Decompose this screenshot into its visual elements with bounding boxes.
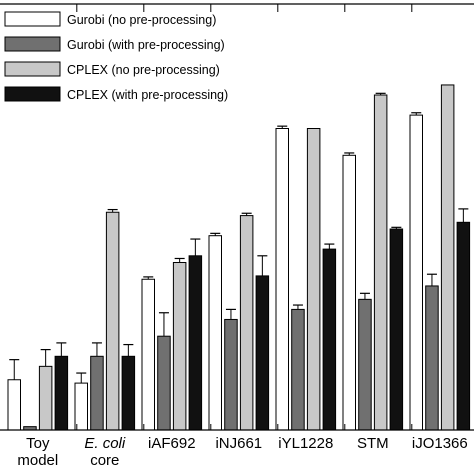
legend-label-2: CPLEX (no pre-processing)	[67, 63, 220, 77]
axis-layer	[0, 3, 474, 431]
category-label-6-line-0: iJO1366	[412, 435, 468, 452]
bar-s0-c0	[7, 379, 21, 431]
bar-s2-c2	[172, 262, 187, 431]
bar-s1-c2	[157, 335, 171, 431]
bar-s0-c4	[275, 128, 289, 431]
bar-s0-c3	[208, 235, 222, 431]
legend: Gurobi (no pre-processing) Gurobi (with p…	[4, 11, 228, 102]
legend-label-3: CPLEX (with pre-processing)	[67, 88, 228, 102]
bar-s2-c3	[239, 215, 254, 431]
category-label-0-line-0: Toy	[26, 435, 50, 452]
bar-s3-c1	[121, 355, 136, 431]
bar-s3-c3	[255, 275, 270, 431]
bar-s1-c4	[291, 308, 305, 431]
bar-s1-c6	[425, 285, 439, 431]
category-label-3-line-0: iNJ661	[215, 435, 262, 452]
bar-s2-c1	[105, 211, 120, 431]
bar-s1-c5	[358, 298, 372, 431]
legend-label-0: Gurobi (no pre-processing)	[67, 13, 216, 27]
bar-s3-c2	[188, 255, 203, 431]
category-label-5-line-0: STM	[357, 435, 389, 452]
bar-s2-c0	[38, 365, 53, 431]
legend-swatch-2	[4, 61, 61, 77]
bar-s0-c1	[74, 382, 88, 431]
bar-s1-c3	[224, 318, 238, 431]
bar-s3-c6	[456, 221, 471, 431]
bar-s1-c1	[90, 355, 104, 431]
bar-s0-c6	[409, 114, 423, 431]
legend-swatch-1	[4, 36, 61, 52]
bar-s2-c4	[306, 128, 321, 431]
bar-s2-c6	[440, 84, 455, 431]
category-label-4-line-0: iYL1228	[278, 435, 333, 452]
legend-label-1: Gurobi (with pre-processing)	[67, 38, 225, 52]
bar-s0-c2	[141, 278, 155, 431]
bar-s0-c5	[342, 154, 356, 431]
bar-s3-c4	[322, 248, 337, 431]
bar-s2-c5	[373, 94, 388, 431]
category-label-0-line-1: model	[17, 452, 58, 469]
legend-swatch-0	[4, 11, 61, 27]
bar-s3-c5	[389, 228, 404, 431]
category-label-2-line-0: iAF692	[148, 435, 196, 452]
category-label-1-line-1: core	[90, 452, 119, 469]
legend-swatch-3	[4, 86, 61, 102]
bars-layer	[7, 84, 471, 431]
category-label-1-line-0: E. coli	[84, 435, 126, 452]
bar-s3-c0	[54, 355, 69, 431]
